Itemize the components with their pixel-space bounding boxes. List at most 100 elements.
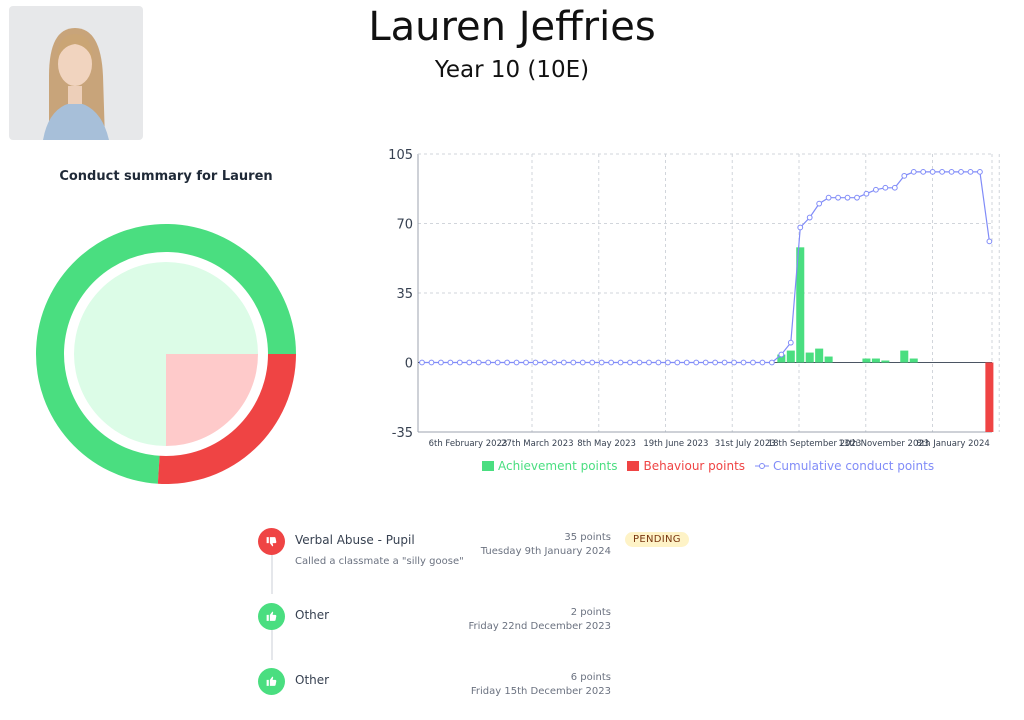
cumulative-point[interactable]	[475, 359, 482, 366]
achievement-points-bar[interactable]	[900, 350, 909, 363]
legend-achievement-swatch	[482, 461, 494, 471]
legend-cumulative[interactable]: Cumulative conduct points	[755, 459, 934, 473]
cumulative-point[interactable]	[646, 359, 652, 366]
cumulative-point[interactable]	[542, 359, 548, 366]
cumulative-point[interactable]	[608, 359, 615, 366]
cumulative-point[interactable]	[428, 359, 435, 366]
student-year-group: Year 10 (10E)	[434, 57, 590, 83]
cumulative-point[interactable]	[570, 359, 577, 366]
x-tick-label: 19th June 2023	[643, 439, 708, 448]
cumulative-point[interactable]	[920, 168, 927, 175]
cumulative-point[interactable]	[598, 359, 605, 366]
cumulative-point[interactable]	[787, 339, 794, 346]
donut-outer-behaviour	[157, 354, 296, 484]
thumbs-up-icon	[258, 668, 285, 695]
achievement-points-bar[interactable]	[824, 356, 833, 363]
cumulative-point[interactable]	[456, 359, 463, 366]
cumulative-point[interactable]	[523, 359, 529, 366]
achievement-points-bar[interactable]	[871, 358, 880, 363]
cumulative-point[interactable]	[683, 359, 690, 366]
cumulative-point[interactable]	[750, 359, 756, 366]
cumulative-point[interactable]	[627, 359, 633, 366]
cumulative-point[interactable]	[863, 190, 870, 197]
legend-behaviour-label: Behaviour points	[643, 459, 746, 473]
cumulative-point[interactable]	[740, 359, 747, 366]
legend-cumulative-marker	[755, 463, 770, 469]
cumulative-point[interactable]	[816, 200, 823, 207]
cumulative-point[interactable]	[873, 186, 879, 193]
achievement-points-bar[interactable]	[909, 358, 918, 363]
cumulative-point[interactable]	[910, 168, 917, 175]
cumulative-point[interactable]	[419, 359, 425, 366]
cumulative-point[interactable]	[560, 359, 567, 366]
cumulative-point[interactable]	[967, 168, 974, 175]
y-tick-label: -35	[392, 426, 413, 441]
cumulative-point[interactable]	[617, 359, 624, 366]
achievement-points-bar[interactable]	[796, 247, 805, 363]
cumulative-point[interactable]	[513, 359, 520, 366]
cumulative-point[interactable]	[882, 184, 889, 191]
legend-achievement-label: Achievement points	[498, 459, 618, 473]
cumulative-point[interactable]	[977, 168, 983, 175]
cumulative-point[interactable]	[504, 359, 511, 366]
legend-cumulative-label: Cumulative conduct points	[773, 459, 935, 473]
achievement-points-bar[interactable]	[777, 354, 786, 363]
legend-behaviour[interactable]: Behaviour points	[627, 459, 745, 473]
achievement-points-bar[interactable]	[815, 348, 824, 363]
cumulative-point[interactable]	[664, 359, 671, 366]
achievement-points-bar[interactable]	[862, 358, 871, 363]
achievement-points-bar[interactable]	[805, 352, 814, 363]
cumulative-point[interactable]	[835, 194, 841, 201]
cumulative-point[interactable]	[655, 359, 662, 366]
cumulative-point[interactable]	[532, 359, 539, 366]
cumulative-point[interactable]	[551, 359, 558, 366]
x-tick-label: 27th March 2023	[501, 439, 573, 448]
event-date: Friday 15th December 2023	[470, 686, 611, 697]
cumulative-point[interactable]	[825, 194, 832, 201]
cumulative-point[interactable]	[466, 359, 473, 366]
x-tick-label: 6th February 2023	[429, 439, 508, 448]
cumulative-point[interactable]	[759, 359, 766, 366]
y-tick-label: 35	[396, 287, 413, 302]
cumulative-point[interactable]	[958, 168, 964, 175]
cumulative-point[interactable]	[778, 351, 785, 358]
cumulative-point[interactable]	[712, 359, 719, 366]
timeline-event[interactable]: Verbal Abuse - Pupil Called a classmate …	[250, 520, 770, 580]
cumulative-point[interactable]	[797, 224, 804, 231]
cumulative-point[interactable]	[986, 238, 993, 245]
cumulative-point[interactable]	[674, 359, 681, 366]
achievement-points-bar[interactable]	[786, 350, 795, 363]
cumulative-point[interactable]	[438, 359, 444, 366]
timeline-event[interactable]: Other 2 points Friday 22nd December 2023	[250, 595, 770, 655]
timeline-connector	[271, 552, 273, 594]
cumulative-point[interactable]	[693, 359, 700, 366]
cumulative-line	[422, 171, 990, 364]
behaviour-points-bar[interactable]	[985, 362, 994, 433]
cumulative-point[interactable]	[844, 194, 851, 201]
cumulative-point[interactable]	[579, 359, 586, 366]
timeline-event[interactable]: Other 6 points Friday 15th December 2023	[250, 660, 770, 720]
cumulative-point[interactable]	[731, 359, 737, 366]
legend-achievement[interactable]: Achievement points	[482, 459, 617, 473]
conduct-event-timeline: Verbal Abuse - Pupil Called a classmate …	[250, 515, 770, 697]
cumulative-point[interactable]	[854, 194, 860, 201]
cumulative-point[interactable]	[447, 359, 454, 366]
cumulative-point[interactable]	[939, 168, 945, 175]
thumbs-down-icon	[258, 528, 285, 555]
event-description: Called a classmate a "silly goose"	[295, 556, 464, 567]
cumulative-point[interactable]	[494, 359, 501, 366]
cumulative-point[interactable]	[636, 359, 643, 366]
cumulative-point[interactable]	[929, 168, 936, 175]
cumulative-point[interactable]	[721, 359, 728, 366]
conduct-summary-title: Conduct summary for Lauren	[59, 169, 273, 184]
chart-legend: Achievement points Behaviour points Cumu…	[482, 459, 934, 473]
cumulative-point[interactable]	[589, 359, 596, 366]
cumulative-point[interactable]	[891, 184, 898, 191]
cumulative-point[interactable]	[901, 172, 908, 179]
cumulative-point[interactable]	[948, 168, 955, 175]
achievement-points-bar[interactable]	[881, 360, 890, 363]
cumulative-point[interactable]	[485, 359, 492, 366]
cumulative-point[interactable]	[702, 359, 709, 366]
cumulative-point[interactable]	[768, 359, 775, 366]
cumulative-point[interactable]	[806, 214, 813, 221]
